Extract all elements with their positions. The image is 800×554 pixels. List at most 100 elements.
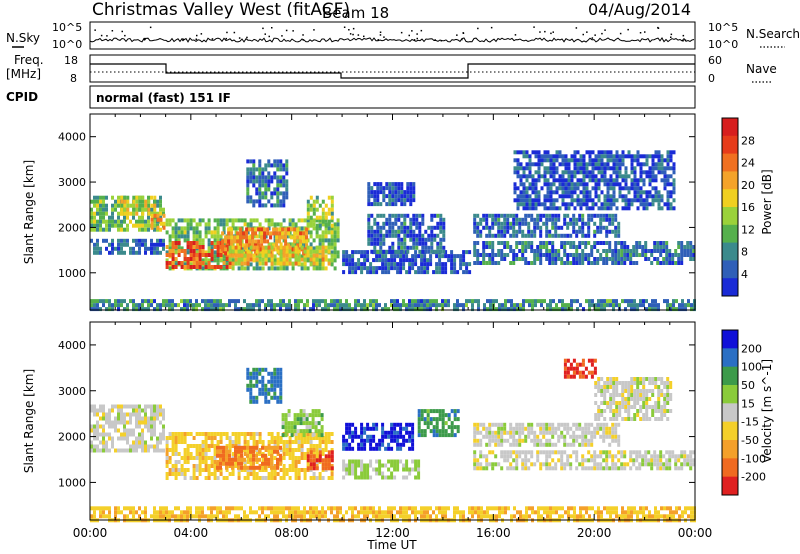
heatmap-cell [593,257,597,261]
heatmap-cell [261,387,265,392]
heatmap-cell [415,237,419,242]
heatmap-cell [635,249,639,253]
heatmap-cell [473,225,477,230]
heatmap-cell [261,266,265,271]
heatmap-cell [318,218,322,223]
heatmap-cell [306,253,310,258]
heatmap-cell [255,257,259,262]
heatmap-cell [418,249,422,254]
heatmap-cell [415,225,419,230]
heatmap-cell [204,250,208,255]
cpid-program: normal (fast) 151 IF [96,91,231,105]
heatmap-cell [399,258,403,263]
heatmap-cell [171,230,175,235]
noise-tick-bottom-left: 10^0 [52,38,82,51]
heatmap-cell [312,218,316,223]
heatmap-cell [189,249,193,253]
heatmap-cell [376,182,380,187]
heatmap-cell [423,421,427,426]
heatmap-cell [261,249,265,254]
heatmap-cell [534,170,538,175]
heatmap-cell [527,225,531,230]
heatmap-cell [439,225,443,230]
heatmap-cell [409,229,413,234]
heatmap-cell [402,262,406,267]
heatmap-cell [102,195,105,200]
heatmap-cell [309,262,313,267]
heatmap-cell [388,182,392,187]
heatmap-cell [528,198,532,203]
heatmap-cell [432,433,436,438]
heatmap-cell [129,203,133,208]
heatmap-cell [222,457,225,462]
heatmap-cell [629,450,633,455]
heatmap-cell [567,194,571,199]
heatmap-cell [123,436,126,441]
heatmap-cell [537,158,541,163]
heatmap-cell [105,448,108,453]
heatmap-cell [530,261,534,265]
heatmap-cell [111,246,114,251]
heatmap-cell [351,430,355,435]
heatmap-cell [150,428,153,433]
heatmap-cell [234,299,237,304]
heatmap-cell [573,170,577,175]
heatmap-cell [390,266,394,271]
heatmap-cell [519,190,523,195]
heatmap-cell [288,448,292,452]
noise-search-dot [352,33,354,36]
noise-search-dot [644,31,646,33]
heatmap-cell [588,299,591,304]
heatmap-cell [312,222,316,227]
heatmap-cell [507,299,510,304]
heatmap-cell [594,174,598,179]
heatmap-cell [482,454,486,459]
heatmap-cell [390,258,394,263]
heatmap-cell [402,250,406,255]
heatmap-cell [270,245,274,250]
heatmap-cell [539,213,543,218]
heatmap-cell [291,456,295,460]
heatmap-cell [255,432,259,436]
heatmap-cell [141,242,144,247]
heatmap-cell [150,203,154,208]
heatmap-cell [614,261,618,265]
heatmap-cell [243,476,247,480]
heatmap-cell [165,261,169,265]
heatmap-cell [581,253,585,257]
heatmap-cell [102,448,105,453]
heatmap-cell [602,257,606,261]
heatmap-cell [436,213,440,218]
heatmap-cell [258,457,261,462]
heatmap-cell [261,175,265,180]
heatmap-cell [609,158,613,163]
heatmap-cell [285,440,289,444]
heatmap-cell [666,150,670,155]
heatmap-cell [126,238,129,243]
heatmap-cell [279,399,283,404]
heatmap-cell [525,162,529,167]
heatmap-cell [309,215,313,220]
heatmap-cell [138,432,141,437]
heatmap-cell [174,241,178,245]
heatmap-cell [254,227,258,232]
heatmap-cell [102,227,105,232]
heatmap-cell [96,238,99,243]
heatmap-cell [515,245,519,249]
heatmap-cell [492,299,495,304]
heatmap-cell [551,249,555,253]
heatmap-cell [656,245,660,249]
heatmap-cell [221,231,225,236]
heatmap-cell [648,166,652,171]
heatmap-cell [530,450,534,455]
heatmap-cell [400,194,404,199]
heatmap-cell [403,221,407,226]
heatmap-cell [456,303,459,308]
heatmap-cell [617,229,621,234]
heatmap-cell [411,459,415,464]
heatmap-cell [99,408,102,413]
heatmap-cell [234,261,238,266]
heatmap-cell [345,422,349,427]
heatmap-cell [412,182,416,187]
heatmap-cell [485,241,489,245]
